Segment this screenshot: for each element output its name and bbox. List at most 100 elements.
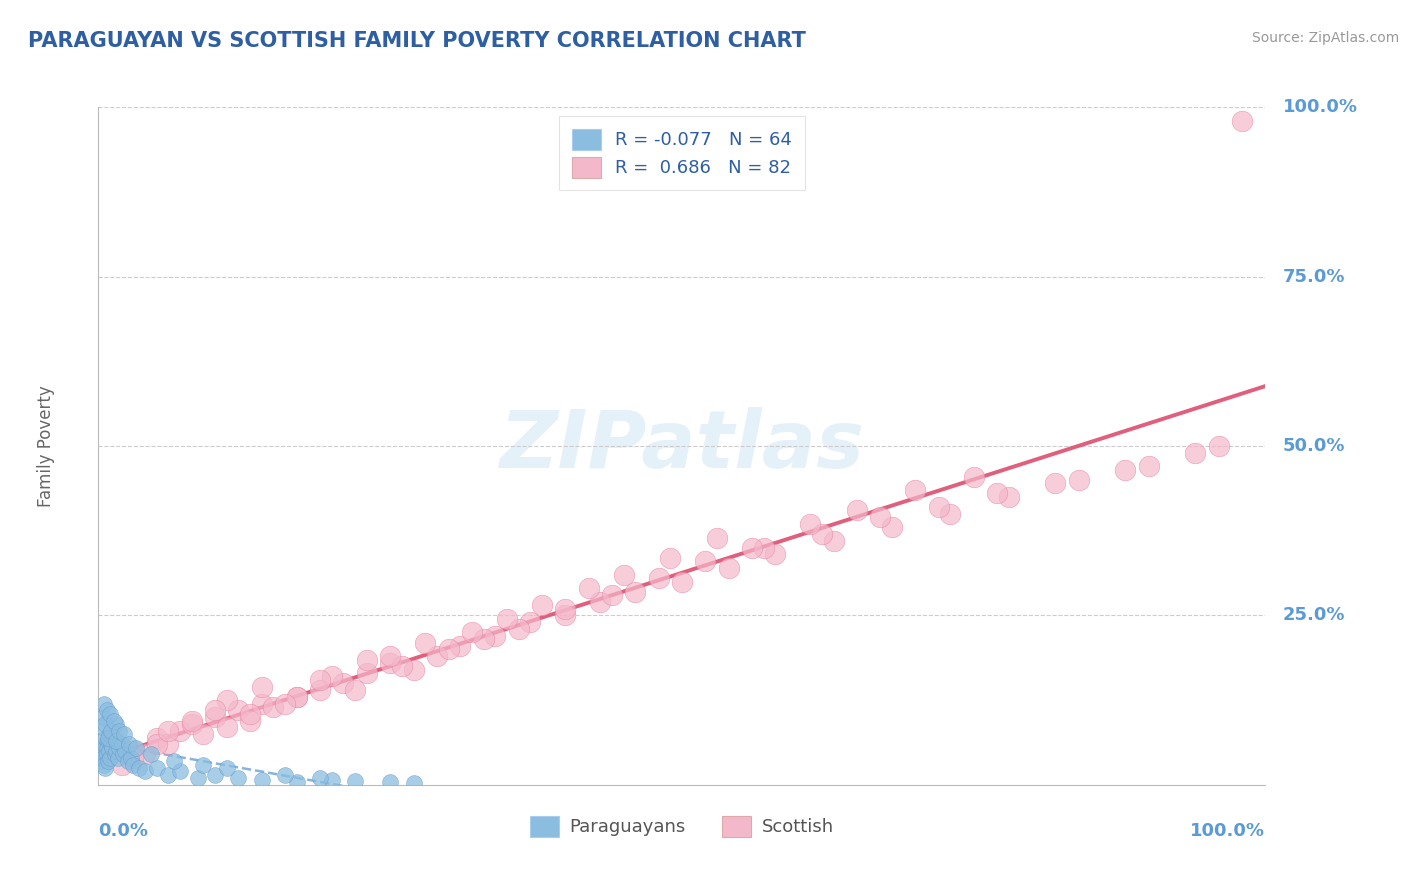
- Point: [285, 690, 308, 704]
- Point: [1184, 446, 1206, 460]
- Point: [93, 737, 115, 751]
- Point: [204, 768, 226, 782]
- Point: [97, 754, 120, 768]
- Point: [1045, 476, 1067, 491]
- Point: [215, 761, 238, 775]
- Point: [97, 731, 120, 745]
- Point: [114, 744, 136, 758]
- Point: [94, 761, 117, 775]
- Point: [321, 772, 343, 787]
- Point: [169, 764, 191, 779]
- Point: [391, 659, 413, 673]
- Point: [997, 490, 1019, 504]
- Point: [799, 516, 821, 531]
- Point: [274, 768, 297, 782]
- Point: [111, 737, 134, 751]
- Point: [103, 731, 125, 745]
- Point: [90, 744, 112, 758]
- Point: [250, 680, 273, 694]
- Point: [869, 510, 891, 524]
- Point: [309, 673, 332, 687]
- Point: [823, 533, 845, 548]
- Point: [97, 734, 120, 748]
- Point: [519, 615, 541, 630]
- Point: [98, 706, 121, 721]
- Point: [94, 731, 117, 745]
- Point: [508, 622, 530, 636]
- Point: [356, 666, 378, 681]
- Point: [845, 503, 868, 517]
- Point: [187, 771, 209, 785]
- Point: [104, 747, 127, 762]
- Point: [344, 773, 367, 788]
- Point: [97, 744, 120, 758]
- Point: [624, 584, 647, 599]
- Point: [104, 717, 127, 731]
- Point: [962, 469, 984, 483]
- Point: [484, 629, 506, 643]
- Text: 0.0%: 0.0%: [98, 822, 149, 840]
- Point: [98, 723, 121, 738]
- Text: ZIPatlas: ZIPatlas: [499, 407, 865, 485]
- Point: [647, 571, 669, 585]
- Point: [112, 727, 135, 741]
- Point: [752, 541, 775, 555]
- Point: [262, 700, 284, 714]
- Point: [695, 554, 717, 568]
- Point: [344, 683, 367, 698]
- Point: [97, 727, 120, 741]
- Point: [215, 720, 238, 734]
- Point: [1137, 459, 1160, 474]
- Point: [554, 608, 576, 623]
- Point: [589, 595, 612, 609]
- Point: [90, 754, 112, 768]
- Point: [763, 548, 786, 562]
- Point: [180, 714, 202, 728]
- Point: [91, 710, 114, 724]
- Point: [91, 751, 114, 765]
- Point: [600, 588, 623, 602]
- Point: [134, 747, 156, 762]
- Text: Family Poverty: Family Poverty: [37, 385, 55, 507]
- Point: [93, 697, 115, 711]
- Point: [108, 740, 131, 755]
- Point: [122, 751, 145, 765]
- Point: [904, 483, 927, 497]
- Point: [128, 761, 150, 775]
- Point: [96, 747, 118, 762]
- Point: [378, 649, 402, 664]
- Point: [250, 772, 273, 787]
- Point: [104, 734, 127, 748]
- Point: [180, 717, 202, 731]
- Point: [134, 764, 156, 779]
- Point: [449, 639, 471, 653]
- Point: [100, 723, 122, 738]
- Text: Source: ZipAtlas.com: Source: ZipAtlas.com: [1251, 31, 1399, 45]
- Point: [228, 703, 250, 717]
- Point: [472, 632, 495, 647]
- Point: [228, 771, 250, 785]
- Text: 75.0%: 75.0%: [1282, 268, 1346, 285]
- Point: [193, 727, 215, 741]
- Point: [437, 642, 460, 657]
- Point: [578, 582, 600, 596]
- Point: [157, 768, 180, 782]
- Point: [659, 550, 682, 565]
- Point: [90, 720, 112, 734]
- Point: [378, 656, 402, 670]
- Point: [204, 710, 226, 724]
- Point: [157, 723, 180, 738]
- Point: [530, 599, 553, 613]
- Point: [193, 757, 215, 772]
- Point: [122, 757, 145, 772]
- Point: [717, 561, 740, 575]
- Point: [146, 761, 169, 775]
- Point: [163, 754, 186, 768]
- Point: [1230, 113, 1253, 128]
- Point: [378, 775, 402, 789]
- Point: [612, 567, 634, 582]
- Point: [426, 649, 449, 664]
- Text: 100.0%: 100.0%: [1282, 98, 1358, 116]
- Point: [671, 574, 693, 589]
- Text: PARAGUAYAN VS SCOTTISH FAMILY POVERTY CORRELATION CHART: PARAGUAYAN VS SCOTTISH FAMILY POVERTY CO…: [28, 31, 806, 51]
